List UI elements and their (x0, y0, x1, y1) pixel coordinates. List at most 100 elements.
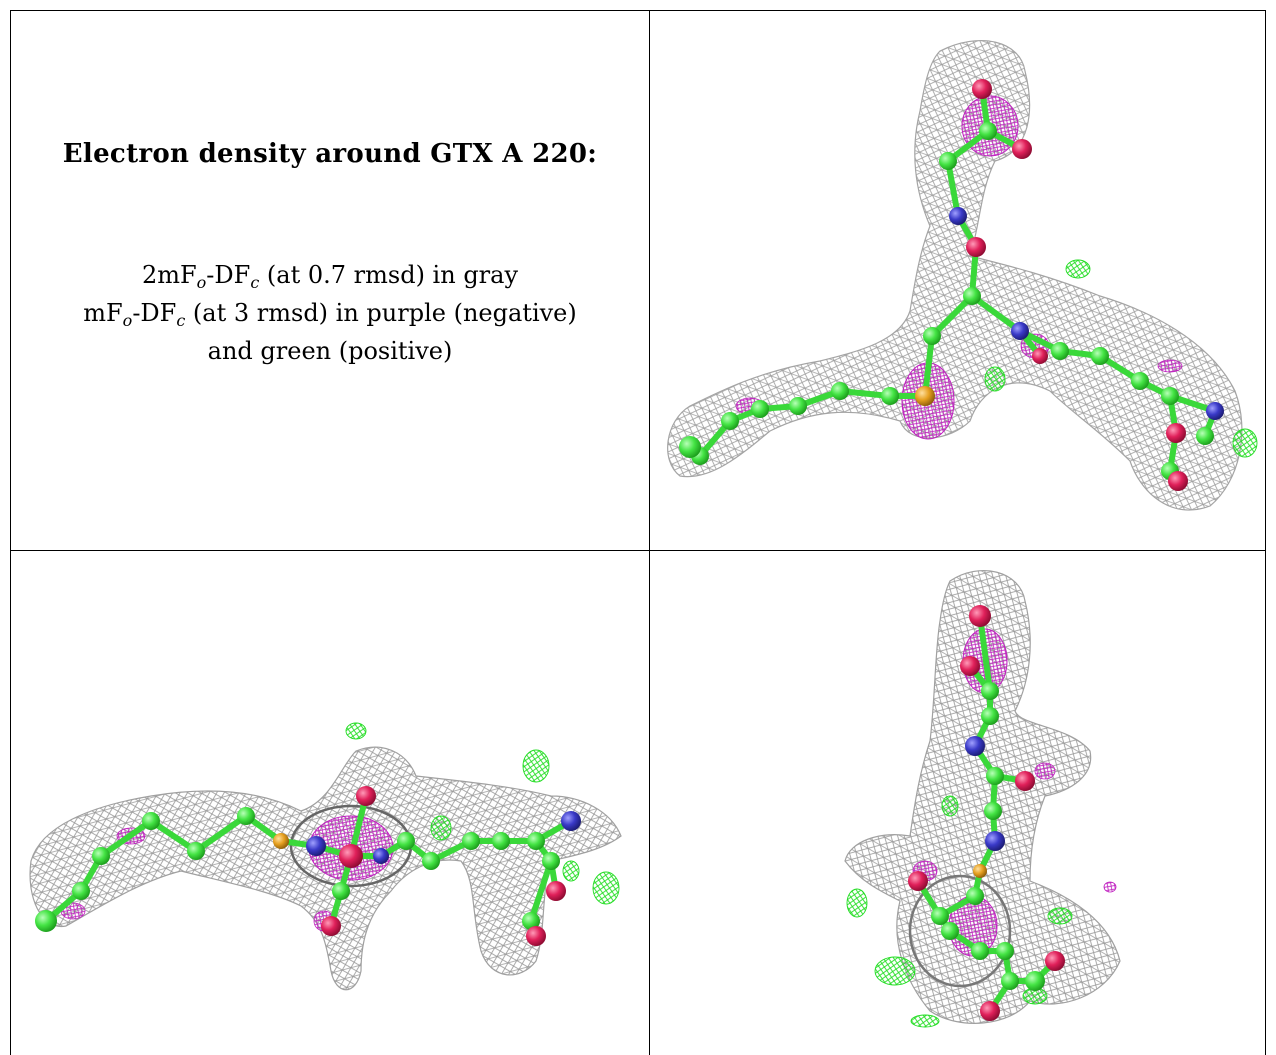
carbon-atom (35, 910, 57, 932)
carbon-atom (831, 382, 849, 400)
oxygen-atom (339, 844, 363, 868)
bond (922, 333, 935, 399)
bond (977, 613, 993, 694)
bond (193, 813, 249, 854)
mesh-2fofc (667, 40, 1243, 511)
density-view-3 (650, 551, 1265, 1055)
legend-2fofc-prefix: 2mF (141, 261, 197, 289)
sulfur-atom (973, 864, 987, 878)
carbon-atom (931, 907, 949, 925)
carbon-atom (1131, 372, 1149, 390)
legend-text: 2mFo-DFc (at 0.7 rmsd) in gray mFo-DFc (… (11, 256, 649, 370)
carbon-atom (492, 832, 510, 850)
carbon-atom (462, 832, 480, 850)
carbon-atom (986, 767, 1004, 785)
oxygen-atom (546, 881, 566, 901)
legend-line-fofc: mFo-DFc (at 3 rmsd) in purple (negative) (11, 294, 649, 332)
mesh-positive (984, 259, 1258, 458)
oxygen-atom (969, 605, 991, 627)
carbon-atom (984, 802, 1002, 820)
nitrogen-atom (561, 811, 581, 831)
oxygen-atom (1032, 348, 1048, 364)
carbon-atom (1001, 972, 1019, 990)
ligand-atoms (679, 79, 1224, 491)
carbon-atom (963, 287, 981, 305)
carbon-atom (966, 887, 984, 905)
oxygen-atom (1015, 771, 1035, 791)
bond (929, 293, 975, 339)
bond (148, 818, 199, 854)
legend-fofc-sub-o: o (122, 311, 133, 330)
carbon-atom (721, 412, 739, 430)
legend-fofc-mid: -DF (132, 299, 177, 327)
bond (945, 158, 961, 219)
carbon-atom (679, 436, 701, 458)
legend-fofc-suffix: (at 3 rmsd) in purple (negative) (185, 299, 577, 327)
carbon-atom (923, 327, 941, 345)
oxygen-atom (526, 926, 546, 946)
carbon-atom (1091, 347, 1109, 365)
carbon-atom (1161, 387, 1179, 405)
carbon-atom (971, 942, 989, 960)
oxygen-atom (356, 786, 376, 806)
carbon-atom (981, 682, 999, 700)
carbon-atom (941, 922, 959, 940)
oxygen-atom (980, 1001, 1000, 1021)
density-view-2 (11, 551, 649, 1055)
oxygen-atom (1166, 423, 1186, 443)
bond (969, 293, 1023, 334)
mesh-positive (846, 795, 1073, 1028)
carbon-atom (1025, 971, 1045, 991)
carbon-atom (939, 152, 957, 170)
grid-border-top (10, 10, 1266, 11)
nitrogen-atom (949, 207, 967, 225)
legend-line-2fofc: 2mFo-DFc (at 0.7 rmsd) in gray (11, 256, 649, 294)
density-view-1 (650, 11, 1265, 550)
figure-grid: Electron density around GTX A 220: 2mFo-… (10, 10, 1266, 1055)
oxygen-atom (966, 237, 986, 257)
oxygen-atom (321, 916, 341, 936)
grid-divider-vertical (649, 10, 650, 1055)
legend-line-positive: and green (positive) (207, 337, 453, 365)
density-render-2 (29, 722, 622, 991)
sulfur-atom (915, 386, 935, 406)
nitrogen-atom (1011, 322, 1029, 340)
nitrogen-atom (965, 736, 985, 756)
carbon-atom (522, 912, 540, 930)
carbon-atom (789, 397, 807, 415)
sulfur-atom (273, 833, 289, 849)
grid-divider-horizontal (10, 550, 1266, 551)
carbon-atom (881, 387, 899, 405)
ligand-atoms (35, 786, 581, 946)
density-render-3 (844, 570, 1121, 1028)
carbon-atom (542, 852, 560, 870)
legend-fofc-prefix: mF (83, 299, 123, 327)
nitrogen-atom (1206, 402, 1224, 420)
carbon-atom (996, 942, 1014, 960)
carbon-atom (142, 812, 160, 830)
mesh-positive (345, 722, 620, 905)
legend-2fofc-sub-c: c (250, 273, 260, 292)
carbon-atom (1196, 427, 1214, 445)
oxygen-atom (1012, 139, 1032, 159)
carbon-atom (237, 807, 255, 825)
bond (528, 858, 554, 924)
carbon-atom (981, 707, 999, 725)
legend-2fofc-suffix: (at 0.7 rmsd) in gray (259, 261, 519, 289)
carbon-atom (527, 832, 545, 850)
legend-2fofc-mid: -DF (206, 261, 251, 289)
grid-border-right (1265, 10, 1266, 1055)
carbon-atom (92, 847, 110, 865)
nitrogen-atom (373, 848, 389, 864)
bond (98, 818, 154, 859)
oxygen-atom (972, 79, 992, 99)
legend-fofc-sub-c: c (176, 311, 186, 330)
figure-title: Electron density around GTX A 220: (62, 139, 598, 169)
caption-cell: Electron density around GTX A 220: 2mFo-… (11, 11, 649, 550)
carbon-atom (332, 882, 350, 900)
ligand-atoms (908, 605, 1065, 1021)
carbon-atom (72, 882, 90, 900)
nitrogen-atom (985, 831, 1005, 851)
carbon-atom (397, 832, 415, 850)
carbon-atom (1051, 342, 1069, 360)
